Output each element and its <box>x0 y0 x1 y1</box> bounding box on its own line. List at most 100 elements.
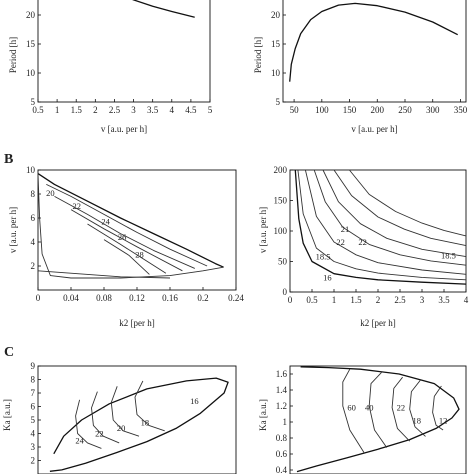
y-tick-label: 10 <box>26 68 36 78</box>
y-axis-label: Period [h] <box>8 37 18 73</box>
contour-label: 22 <box>336 237 345 247</box>
series-line-c-left-2 <box>91 391 120 444</box>
y-tick-label: 0.8 <box>276 433 288 443</box>
x-tick-label: 3 <box>420 295 425 305</box>
x-tick-label: 0.16 <box>162 293 178 303</box>
contour-label: 26 <box>118 232 127 242</box>
y-tick-label: 5 <box>276 97 281 107</box>
contour-label: 60 <box>347 403 356 413</box>
plot-frame-a-right <box>282 0 467 103</box>
series-line-c-right-4 <box>409 380 426 437</box>
series-line-b-left-0 <box>37 173 224 268</box>
y-axis-label: v [a.u. per h] <box>8 207 18 253</box>
y-tick-label: 10 <box>26 165 36 175</box>
series-line-b-right-3 <box>313 169 467 266</box>
y-axis-label: Ka [a.u.] <box>2 399 12 431</box>
series-line-b-left-4 <box>54 196 195 269</box>
panel-label-c: C <box>4 345 14 360</box>
x-tick-label: 0 <box>288 295 293 305</box>
series-line-b-right-4 <box>322 169 467 258</box>
x-tick-label: 1.5 <box>350 295 362 305</box>
y-tick-label: 15 <box>271 39 281 49</box>
series-line-b-right-6 <box>349 169 467 237</box>
y-tick-label: 4 <box>31 237 36 247</box>
y-tick-label: 20 <box>26 10 36 20</box>
y-tick-label: 5 <box>31 97 36 107</box>
plot-frame-c-left <box>37 365 237 474</box>
plot-frame-b-left <box>37 169 237 291</box>
x-tick-label: 0.5 <box>32 105 44 115</box>
x-tick-label: 2 <box>93 105 98 115</box>
series-line-b-right-5 <box>333 169 467 247</box>
y-tick-label: 1 <box>283 417 288 427</box>
x-tick-label: 100 <box>315 105 329 115</box>
x-tick-label: 2.5 <box>394 295 406 305</box>
contour-label: 22 <box>397 403 406 413</box>
x-tick-label: 0.04 <box>63 293 79 303</box>
contour-label: 22 <box>73 201 82 211</box>
series-line-b-left-3 <box>46 183 208 267</box>
series-line-c-left-0 <box>49 377 229 472</box>
contour-label: 20 <box>117 423 126 433</box>
contour-label: 24 <box>75 435 84 445</box>
y-tick-label: 6 <box>31 402 36 412</box>
series-line-b-left-6 <box>87 223 167 274</box>
x-tick-label: 300 <box>426 105 440 115</box>
x-axis-label: k2 [per h] <box>360 318 396 328</box>
contour-label: 18 <box>412 415 421 425</box>
contour-label: 18 <box>141 418 150 428</box>
series-line-c-left-4 <box>134 380 165 432</box>
plot-frame-b-right <box>289 169 467 293</box>
x-tick-label: 350 <box>454 105 468 115</box>
series-line-c-left-1 <box>75 399 102 449</box>
series-line-a-right-0 <box>289 2 458 82</box>
x-axis-label: v [a.u. per h] <box>101 124 147 134</box>
y-tick-label: 0.6 <box>276 449 288 459</box>
x-tick-label: 1.5 <box>71 105 83 115</box>
y-tick-label: 1.2 <box>276 401 287 411</box>
plot-frame-c-right <box>289 365 467 474</box>
x-tick-label: 0.12 <box>129 293 145 303</box>
y-tick-label: 5 <box>31 415 36 425</box>
x-tick-label: 5 <box>208 105 213 115</box>
y-tick-label: 10 <box>271 68 281 78</box>
x-tick-label: 2 <box>376 295 381 305</box>
y-tick-label: 20 <box>271 10 281 20</box>
x-tick-label: 200 <box>371 105 385 115</box>
contour-label: 24 <box>101 217 110 227</box>
y-tick-label: 50 <box>278 257 288 267</box>
y-tick-label: 8 <box>31 375 36 385</box>
y-tick-label: 6 <box>31 213 36 223</box>
y-tick-label: 1.4 <box>276 385 288 395</box>
x-tick-label: 4 <box>464 295 469 305</box>
y-tick-label: 1.6 <box>276 369 288 379</box>
y-axis-label: Period [h] <box>253 37 263 73</box>
series-line-a-left-0 <box>132 0 195 18</box>
x-tick-label: 0.2 <box>197 293 208 303</box>
y-tick-label: 0 <box>283 287 288 297</box>
x-tick-label: 1 <box>332 295 337 305</box>
y-tick-label: 4 <box>31 429 36 439</box>
x-tick-label: 3.5 <box>438 295 450 305</box>
x-axis-label: v [a.u. per h] <box>351 124 397 134</box>
x-tick-label: 250 <box>398 105 412 115</box>
y-tick-label: 8 <box>31 189 36 199</box>
y-tick-label: 9 <box>31 361 36 371</box>
x-tick-label: 0.24 <box>228 293 244 303</box>
y-tick-label: 15 <box>26 39 36 49</box>
y-axis-label: Ka [a.u.] <box>258 399 268 431</box>
series-line-c-right-5 <box>432 385 444 431</box>
y-tick-label: 7 <box>31 388 36 398</box>
x-tick-label: 50 <box>290 105 300 115</box>
series-line-c-right-1 <box>342 368 365 453</box>
series-line-b-left-7 <box>103 239 150 275</box>
y-tick-label: 200 <box>274 165 288 175</box>
contour-label: 16 <box>190 396 199 406</box>
series-line-b-left-2 <box>37 270 171 279</box>
panel-label-b: B <box>4 152 13 167</box>
x-tick-label: 150 <box>343 105 357 115</box>
y-tick-label: 150 <box>274 196 288 206</box>
contour-label: 18.5 <box>441 250 456 260</box>
contour-label: 40 <box>365 403 374 413</box>
